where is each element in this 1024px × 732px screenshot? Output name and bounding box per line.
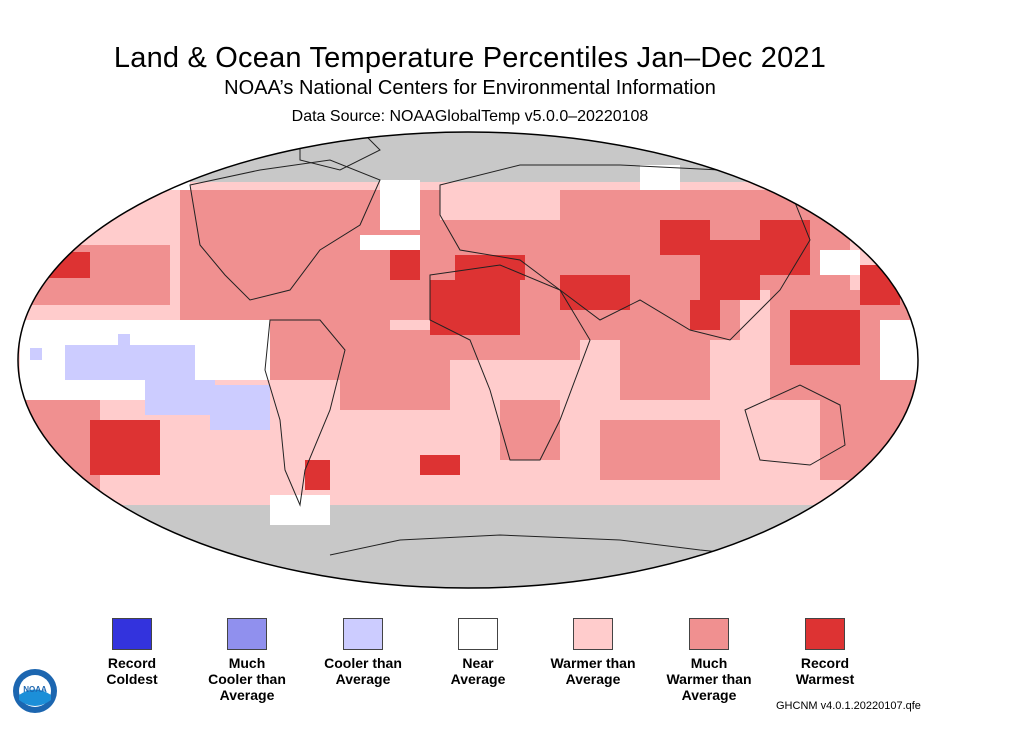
legend-swatch-near-average <box>458 618 498 650</box>
legend-swatch-record-warmest <box>805 618 845 650</box>
map-subtitle: NOAA’s National Centers for Environmenta… <box>224 77 716 99</box>
legend-item-much-cooler: Much Cooler than Average <box>192 618 302 703</box>
legend-label-much-cooler: Much Cooler than Average <box>208 655 286 703</box>
legend-item-much-warmer: Much Warmer than Average <box>654 618 764 703</box>
legend-item-warmer-than-average: Warmer than Average <box>538 618 648 687</box>
legend-item-near-average: Near Average <box>423 618 533 687</box>
legend-swatch-warmer-than-average <box>573 618 613 650</box>
world-percentile-map <box>17 131 919 589</box>
legend-label-cooler-than-average: Cooler than Average <box>324 655 402 687</box>
noaa-logo: NOAA <box>13 669 57 713</box>
legend-label-near-average: Near Average <box>450 655 506 687</box>
legend-swatch-record-coldest <box>112 618 152 650</box>
legend-label-record-coldest: Record Coldest <box>106 655 158 687</box>
legend-label-warmer-than-average: Warmer than Average <box>550 655 636 687</box>
data-source: Data Source: NOAAGlobalTemp v5.0.0–20220… <box>291 108 649 125</box>
svg-text:NOAA: NOAA <box>23 685 47 694</box>
map-title: Land & Ocean Temperature Percentiles Jan… <box>113 42 827 74</box>
legend-item-record-warmest: Record Warmest <box>770 618 880 687</box>
globe-border <box>17 131 919 589</box>
legend-item-cooler-than-average: Cooler than Average <box>308 618 418 687</box>
continent-outlines <box>189 132 846 556</box>
legend-swatch-cooler-than-average <box>343 618 383 650</box>
legend-label-much-warmer: Much Warmer than Average <box>666 655 752 703</box>
legend-swatch-much-warmer <box>689 618 729 650</box>
arctic-no-data <box>18 132 918 182</box>
cooler-than-average-cells <box>30 334 270 430</box>
footnote: GHCNM v4.0.1.20220107.qfe <box>776 700 921 712</box>
legend-item-record-coldest: Record Coldest <box>77 618 187 687</box>
record-warmest-cells <box>40 220 900 490</box>
antarctic-no-data <box>18 505 918 588</box>
legend-label-record-warmest: Record Warmest <box>795 655 855 687</box>
legend-swatch-much-cooler <box>227 618 267 650</box>
